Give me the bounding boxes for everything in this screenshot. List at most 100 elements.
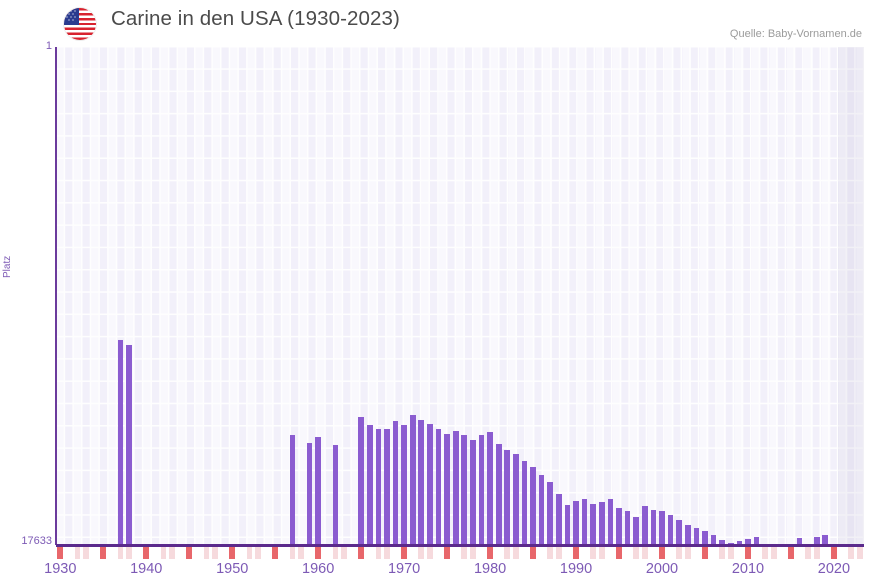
bar <box>796 538 803 545</box>
bar <box>702 531 708 545</box>
stripe-marker <box>856 547 863 559</box>
stripe-marker <box>470 547 476 559</box>
bar <box>822 535 829 545</box>
stripe-marker <box>487 547 493 559</box>
axis-stripe-markers <box>56 547 864 559</box>
stripe-marker <box>788 547 794 559</box>
bar <box>478 435 485 545</box>
bar <box>461 435 468 545</box>
x-axis-ticks: 1930 1940 1950 1960 1970 1980 1990 2000 2010 2020 <box>44 561 864 585</box>
bar <box>495 444 502 545</box>
bar <box>401 425 407 545</box>
source-credit: Quelle: Baby-Vornamen.de <box>729 28 862 40</box>
bar <box>418 420 425 545</box>
bar <box>117 340 124 545</box>
bar <box>813 537 820 545</box>
bar <box>306 443 313 545</box>
x-axis-tick-label: 2000 <box>645 561 679 577</box>
stripe-marker <box>805 547 811 559</box>
y-axis-tick-top: 1 <box>45 40 52 52</box>
grid-lines <box>56 47 864 545</box>
stripe-marker <box>427 547 433 559</box>
stripe-marker <box>513 547 519 559</box>
bar <box>487 432 493 545</box>
stripe-marker <box>203 547 210 559</box>
bar <box>470 440 476 545</box>
bar <box>745 539 751 545</box>
y-axis-title: Platz <box>2 255 13 278</box>
stripe-marker <box>332 547 339 559</box>
stripe-marker <box>831 547 837 559</box>
stripe-marker <box>598 547 605 559</box>
bar <box>564 505 571 545</box>
stripe-marker <box>745 547 751 559</box>
bar <box>676 520 683 545</box>
bar <box>633 517 640 545</box>
bar <box>753 537 760 545</box>
bar <box>530 467 536 545</box>
flag-canton <box>64 8 79 25</box>
bar <box>289 435 296 545</box>
stripe-marker <box>770 547 777 559</box>
bar <box>435 429 442 545</box>
x-axis-line <box>56 544 864 547</box>
bar <box>392 421 399 545</box>
x-axis-tick-label: 2010 <box>731 561 765 577</box>
stripe-marker <box>461 547 468 559</box>
bar-series <box>56 47 864 545</box>
bar <box>547 482 554 545</box>
bar <box>444 434 450 545</box>
stripe-marker <box>444 547 450 559</box>
bar <box>538 475 545 545</box>
y-axis-tick-bottom: 17633 <box>21 535 52 547</box>
bar <box>504 450 511 545</box>
bar <box>736 541 743 545</box>
stripe-marker <box>684 547 691 559</box>
stripe-marker <box>315 547 321 559</box>
bar <box>358 417 364 545</box>
bar <box>641 506 648 545</box>
bar <box>573 501 579 545</box>
stripe-marker <box>848 547 854 559</box>
bar <box>521 461 528 545</box>
bar <box>581 499 588 545</box>
stripe-marker <box>229 547 236 559</box>
bar <box>126 345 132 545</box>
stripe-marker <box>83 547 89 559</box>
stripe-marker <box>186 547 193 559</box>
bar <box>375 429 382 545</box>
bar <box>710 535 717 545</box>
stripe-marker <box>590 547 597 559</box>
bar <box>598 502 605 545</box>
stripe-marker <box>762 547 768 559</box>
stripe-marker <box>727 547 734 559</box>
x-axis-tick-label: 1960 <box>302 561 335 577</box>
stripe-marker <box>298 547 304 559</box>
stripe-marker <box>341 547 347 559</box>
bar <box>427 424 433 545</box>
chart-header: Carine in den USA (1930-2023) Quelle: Ba… <box>0 0 873 47</box>
bar <box>332 445 339 545</box>
bar <box>607 499 614 545</box>
stripe-marker <box>384 547 390 559</box>
x-axis-tick-label: 1950 <box>216 561 249 577</box>
bar <box>590 504 597 545</box>
plot-area <box>56 47 864 545</box>
bar <box>513 454 519 545</box>
stripe-marker <box>289 547 296 559</box>
x-axis-tick-label: 1990 <box>559 561 593 577</box>
stripe-marker <box>358 547 364 559</box>
stripe-marker <box>401 547 407 559</box>
bar <box>659 511 665 545</box>
stripe-marker <box>272 547 279 559</box>
bar <box>667 515 674 545</box>
stripe-marker <box>573 547 579 559</box>
us-flag-icon <box>64 8 96 40</box>
x-axis-tick-label: 1980 <box>473 561 507 577</box>
stripe-marker <box>418 547 425 559</box>
y-axis-line <box>55 47 57 545</box>
stripe-marker <box>57 547 64 559</box>
bar <box>693 528 700 545</box>
stripe-marker <box>547 547 554 559</box>
x-axis-tick-label: 2020 <box>817 561 851 577</box>
